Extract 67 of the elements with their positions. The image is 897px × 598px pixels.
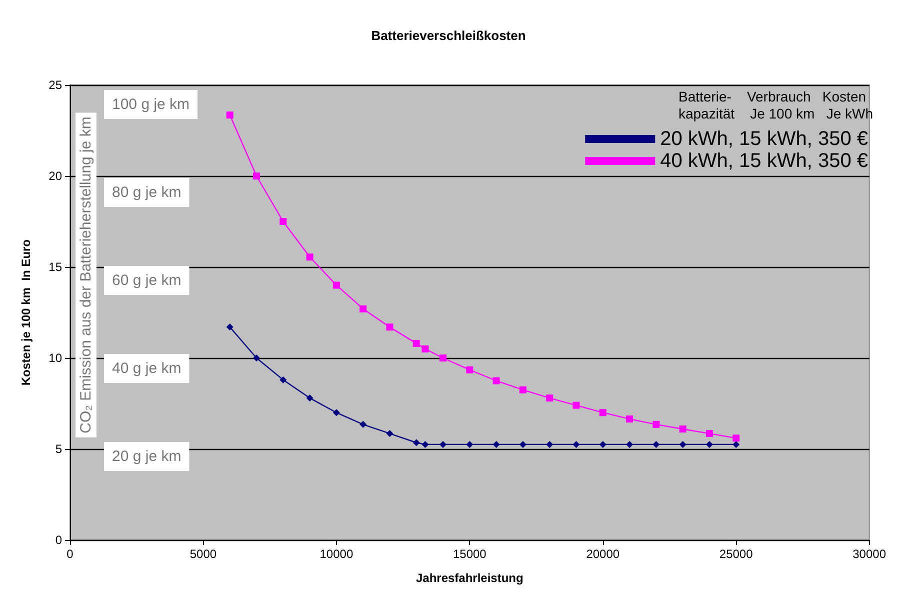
point xyxy=(546,394,554,402)
point xyxy=(519,386,526,394)
annotation: 40 g je km xyxy=(112,360,182,377)
point xyxy=(572,440,580,448)
point xyxy=(706,430,713,438)
y-tick-label: 0 xyxy=(55,533,62,547)
point xyxy=(706,440,713,448)
legend-title: Batterie- Verbrauch Kosten kapazität Je 100 km Je kWh xyxy=(678,88,874,122)
x-tick-label: 0 xyxy=(66,547,74,561)
point xyxy=(422,440,429,448)
x-tick-label: 5000 xyxy=(190,547,217,561)
y-axis-title: Kosten je 100 km In Euro xyxy=(19,239,33,386)
annotation: 20 g je km xyxy=(112,448,182,465)
point xyxy=(492,377,500,384)
point xyxy=(572,402,580,409)
legend-label: 40 kWh, 15 kWh, 350 € xyxy=(660,150,868,172)
point xyxy=(280,218,287,225)
y-tick-label: 25 xyxy=(48,78,62,92)
point xyxy=(412,439,420,446)
point xyxy=(546,440,554,448)
point xyxy=(652,420,660,428)
point xyxy=(360,420,367,428)
y-tick-label: 10 xyxy=(48,351,62,365)
point xyxy=(466,366,474,374)
point xyxy=(386,324,394,331)
point xyxy=(306,253,314,260)
point xyxy=(732,440,740,448)
point xyxy=(652,440,660,448)
point xyxy=(253,172,260,180)
y2-axis-title: CO₂ Emission aus der Batterieherstellung je km xyxy=(78,116,94,434)
annotation: 60 g je km xyxy=(112,272,182,289)
legend-label: 20 kWh, 15 kWh, 350 € xyxy=(660,128,868,150)
annotation: 100 g je km xyxy=(112,96,190,113)
point xyxy=(440,440,447,448)
point xyxy=(412,340,420,347)
y-tick-label: 20 xyxy=(48,169,62,183)
point xyxy=(386,430,394,438)
point xyxy=(226,112,234,119)
point xyxy=(732,434,740,442)
point xyxy=(626,440,634,448)
point xyxy=(626,415,634,422)
y-tick-label: 15 xyxy=(48,260,62,274)
point xyxy=(253,354,260,362)
point xyxy=(440,354,447,362)
point xyxy=(280,376,287,384)
point xyxy=(332,409,340,416)
x-tick-label: 10000 xyxy=(320,547,354,561)
y-tick-label: 5 xyxy=(55,442,62,456)
point xyxy=(306,394,314,402)
point xyxy=(679,425,686,432)
x-tick-label: 20000 xyxy=(586,547,620,561)
point xyxy=(679,440,686,448)
point xyxy=(599,440,606,448)
annotation: 80 g je km xyxy=(112,184,182,201)
point xyxy=(519,440,526,448)
point xyxy=(422,345,429,352)
point xyxy=(492,440,500,448)
point xyxy=(599,409,606,416)
point xyxy=(226,324,234,331)
x-axis-title: Jahresfahrleistung xyxy=(416,571,524,585)
point xyxy=(332,282,340,289)
x-tick-label: 25000 xyxy=(719,547,754,561)
x-tick-label: 30000 xyxy=(852,547,886,561)
point xyxy=(360,305,367,312)
chart-title: Batterieverschleißkosten xyxy=(371,28,526,43)
point xyxy=(466,440,474,448)
x-tick-label: 15000 xyxy=(452,547,487,561)
